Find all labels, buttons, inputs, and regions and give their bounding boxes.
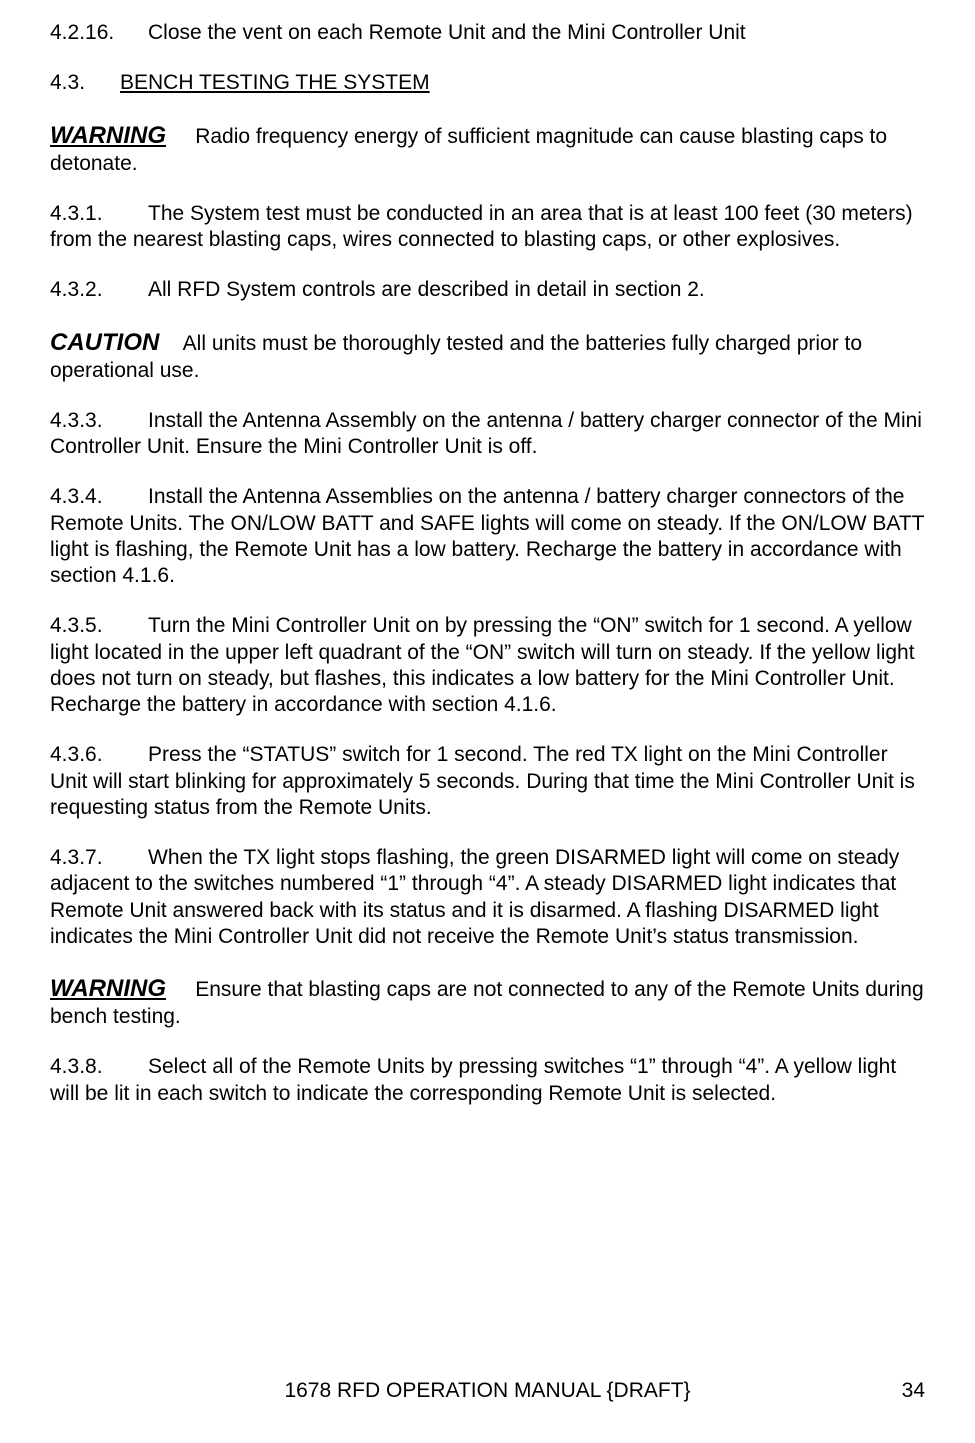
warning-1: WARNING Radio frequency energy of suffic… (50, 121, 925, 177)
para-4-3-5: 4.3.5.Turn the Mini Controller Unit on b… (50, 613, 925, 718)
para-4-3-8: 4.3.8.Select all of the Remote Units by … (50, 1054, 925, 1107)
footer-page-number: 34 (902, 1379, 925, 1403)
step-text: Select all of the Remote Units by pressi… (50, 1055, 896, 1104)
step-number: 4.3.4. (50, 484, 148, 510)
step-number: 4.3.6. (50, 742, 148, 768)
step-text: Install the Antenna Assemblies on the an… (50, 485, 924, 587)
step-text: Press the “STATUS” switch for 1 second. … (50, 743, 915, 819)
callout-gap (166, 125, 195, 148)
caution-1: CAUTION All units must be thoroughly tes… (50, 328, 925, 384)
caution-label: CAUTION (50, 329, 159, 356)
para-4-3-6: 4.3.6.Press the “STATUS” switch for 1 se… (50, 742, 925, 821)
step-number: 4.3.8. (50, 1054, 148, 1080)
step-text: Turn the Mini Controller Unit on by pres… (50, 614, 915, 716)
warning-2: WARNING Ensure that blasting caps are no… (50, 974, 925, 1030)
heading-4-3: 4.3.BENCH TESTING THE SYSTEM (50, 70, 925, 96)
para-4-2-16: 4.2.16.Close the vent on each Remote Uni… (50, 20, 925, 46)
step-number: 4.3.1. (50, 201, 148, 227)
step-text: Install the Antenna Assembly on the ante… (50, 409, 922, 458)
step-number: 4.3.7. (50, 845, 148, 871)
footer-title: 1678 RFD OPERATION MANUAL {DRAFT} (50, 1379, 925, 1403)
step-text: When the TX light stops flashing, the gr… (50, 846, 899, 948)
step-text: All RFD System controls are described in… (148, 278, 705, 301)
warning-label: WARNING (50, 122, 166, 149)
document-page: 4.2.16.Close the vent on each Remote Uni… (0, 0, 975, 1443)
section-number: 4.3. (50, 70, 120, 96)
callout-gap (166, 978, 195, 1001)
step-number: 4.2.16. (50, 20, 148, 46)
step-text: Close the vent on each Remote Unit and t… (148, 21, 746, 44)
warning-label: WARNING (50, 975, 166, 1002)
step-text: The System test must be conducted in an … (50, 202, 913, 251)
step-number: 4.3.2. (50, 277, 148, 303)
para-4-3-2: 4.3.2.All RFD System controls are descri… (50, 277, 925, 303)
para-4-3-3: 4.3.3.Install the Antenna Assembly on th… (50, 408, 925, 461)
para-4-3-1: 4.3.1.The System test must be conducted … (50, 201, 925, 254)
page-footer: 1678 RFD OPERATION MANUAL {DRAFT} 34 (50, 1379, 925, 1403)
para-4-3-7: 4.3.7.When the TX light stops flashing, … (50, 845, 925, 950)
section-title: BENCH TESTING THE SYSTEM (120, 71, 430, 94)
callout-gap (159, 332, 182, 355)
para-4-3-4: 4.3.4.Install the Antenna Assemblies on … (50, 484, 925, 589)
step-number: 4.3.5. (50, 613, 148, 639)
step-number: 4.3.3. (50, 408, 148, 434)
